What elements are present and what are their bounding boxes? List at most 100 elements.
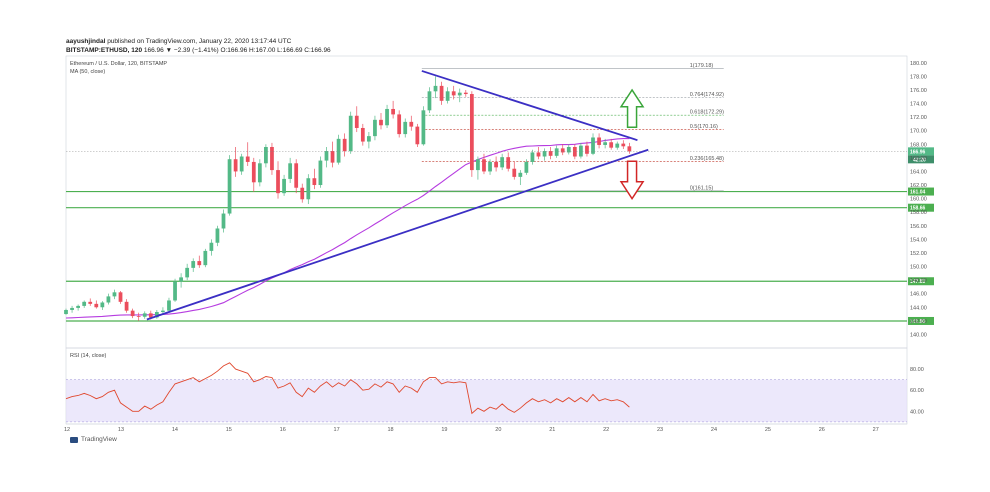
candle (391, 100, 395, 119)
candle-body (264, 146, 268, 164)
candle-body (179, 277, 183, 282)
candle (530, 149, 535, 165)
candle-body (360, 127, 365, 142)
candle-body (300, 187, 305, 200)
candle-body (294, 163, 299, 188)
candle (506, 152, 511, 172)
candle (451, 85, 456, 100)
candle-body (367, 136, 371, 142)
candle-body (572, 146, 577, 157)
candle (64, 308, 68, 315)
candle-body (161, 310, 165, 313)
ma-line (65, 138, 630, 319)
fib-level-label: 0.236(165.48) (690, 156, 724, 162)
candle-body (560, 148, 565, 153)
candle (203, 248, 208, 268)
last-price-tag (908, 147, 934, 156)
candle (306, 174, 311, 205)
candle (415, 123, 420, 147)
candle (348, 111, 353, 154)
candle (318, 156, 323, 188)
level-price-label: 158.66 (910, 206, 926, 212)
price-tick-label: 164.00 (910, 169, 927, 175)
candle (185, 263, 190, 281)
candle-body (118, 292, 123, 302)
chart-title: Ethereum / U.S. Dollar, 120, BITSTAMP (70, 61, 167, 67)
candle (585, 141, 589, 157)
candle-body (197, 261, 202, 266)
price-tick-label: 162.00 (910, 183, 927, 189)
candle (197, 255, 202, 268)
time-tick-label: 14 (172, 427, 178, 433)
candle-body (276, 170, 280, 194)
candle-body (203, 250, 208, 266)
candle (173, 278, 177, 302)
candle (360, 123, 365, 146)
candle (154, 309, 159, 319)
candle (403, 118, 408, 138)
candle-body (288, 163, 293, 179)
rsi-legend: RSI (14, close) (70, 353, 107, 359)
candle (469, 91, 474, 177)
candle-body (130, 310, 135, 317)
candle (82, 300, 87, 308)
candle-body (439, 85, 444, 101)
candle (421, 106, 426, 146)
fib-level-label: 1(179.18) (690, 63, 714, 69)
candle-body (215, 228, 220, 243)
candle-body (142, 313, 147, 317)
candle-body (397, 114, 402, 135)
candle-body (154, 312, 159, 318)
candle (494, 156, 498, 172)
candle-body (245, 156, 250, 162)
publish-date: published on TradingView.com, January 22… (107, 38, 292, 45)
candle (609, 138, 614, 150)
arrow-down-icon (619, 160, 645, 200)
candle-body (318, 160, 323, 186)
candle (518, 170, 523, 186)
price-tick-label: 170.00 (910, 129, 927, 135)
candle (488, 159, 492, 175)
time-tick-label: 22 (603, 427, 609, 433)
price-tick-label: 176.00 (910, 88, 927, 94)
candle-body (106, 296, 111, 303)
brand-label: TradingView (81, 436, 117, 443)
candle-body (173, 281, 177, 301)
arrow-up-icon (619, 88, 645, 129)
candle (257, 159, 262, 187)
price-tick-label: 158.00 (910, 210, 927, 216)
time-tick-label: 15 (226, 427, 232, 433)
rsi-tick-label: 80.00 (910, 367, 924, 373)
candle-body (324, 151, 329, 161)
candle-body (566, 146, 571, 153)
candle (330, 141, 335, 168)
candle (179, 273, 183, 288)
symbol-info: BITSTAMP:ETHUSD, 120 166.96 ▼ −2.39 (−1.… (66, 47, 331, 54)
candle-body (167, 300, 171, 311)
candle-body (257, 163, 262, 183)
candle (603, 138, 608, 149)
price-tick-label: 144.00 (910, 305, 927, 311)
candle (566, 144, 571, 155)
candle (118, 290, 123, 304)
candle (221, 209, 226, 233)
candle-body (542, 151, 547, 157)
candle-body (451, 91, 456, 96)
candle (136, 312, 141, 321)
candle-body (76, 305, 80, 308)
price-tick-label: 148.00 (910, 278, 927, 284)
candle-body (209, 242, 214, 251)
ma-legend: MA (50, close) (70, 69, 105, 75)
candle-body (603, 142, 608, 145)
level-price-tag (908, 316, 934, 325)
candle-body (112, 292, 117, 297)
candle (591, 133, 595, 156)
candle (615, 141, 620, 150)
candle-body (227, 159, 232, 214)
candle (100, 301, 105, 310)
candle-body (251, 161, 256, 183)
candle-body (445, 91, 450, 101)
level-price-tag (908, 277, 934, 286)
candle-body (621, 143, 626, 147)
